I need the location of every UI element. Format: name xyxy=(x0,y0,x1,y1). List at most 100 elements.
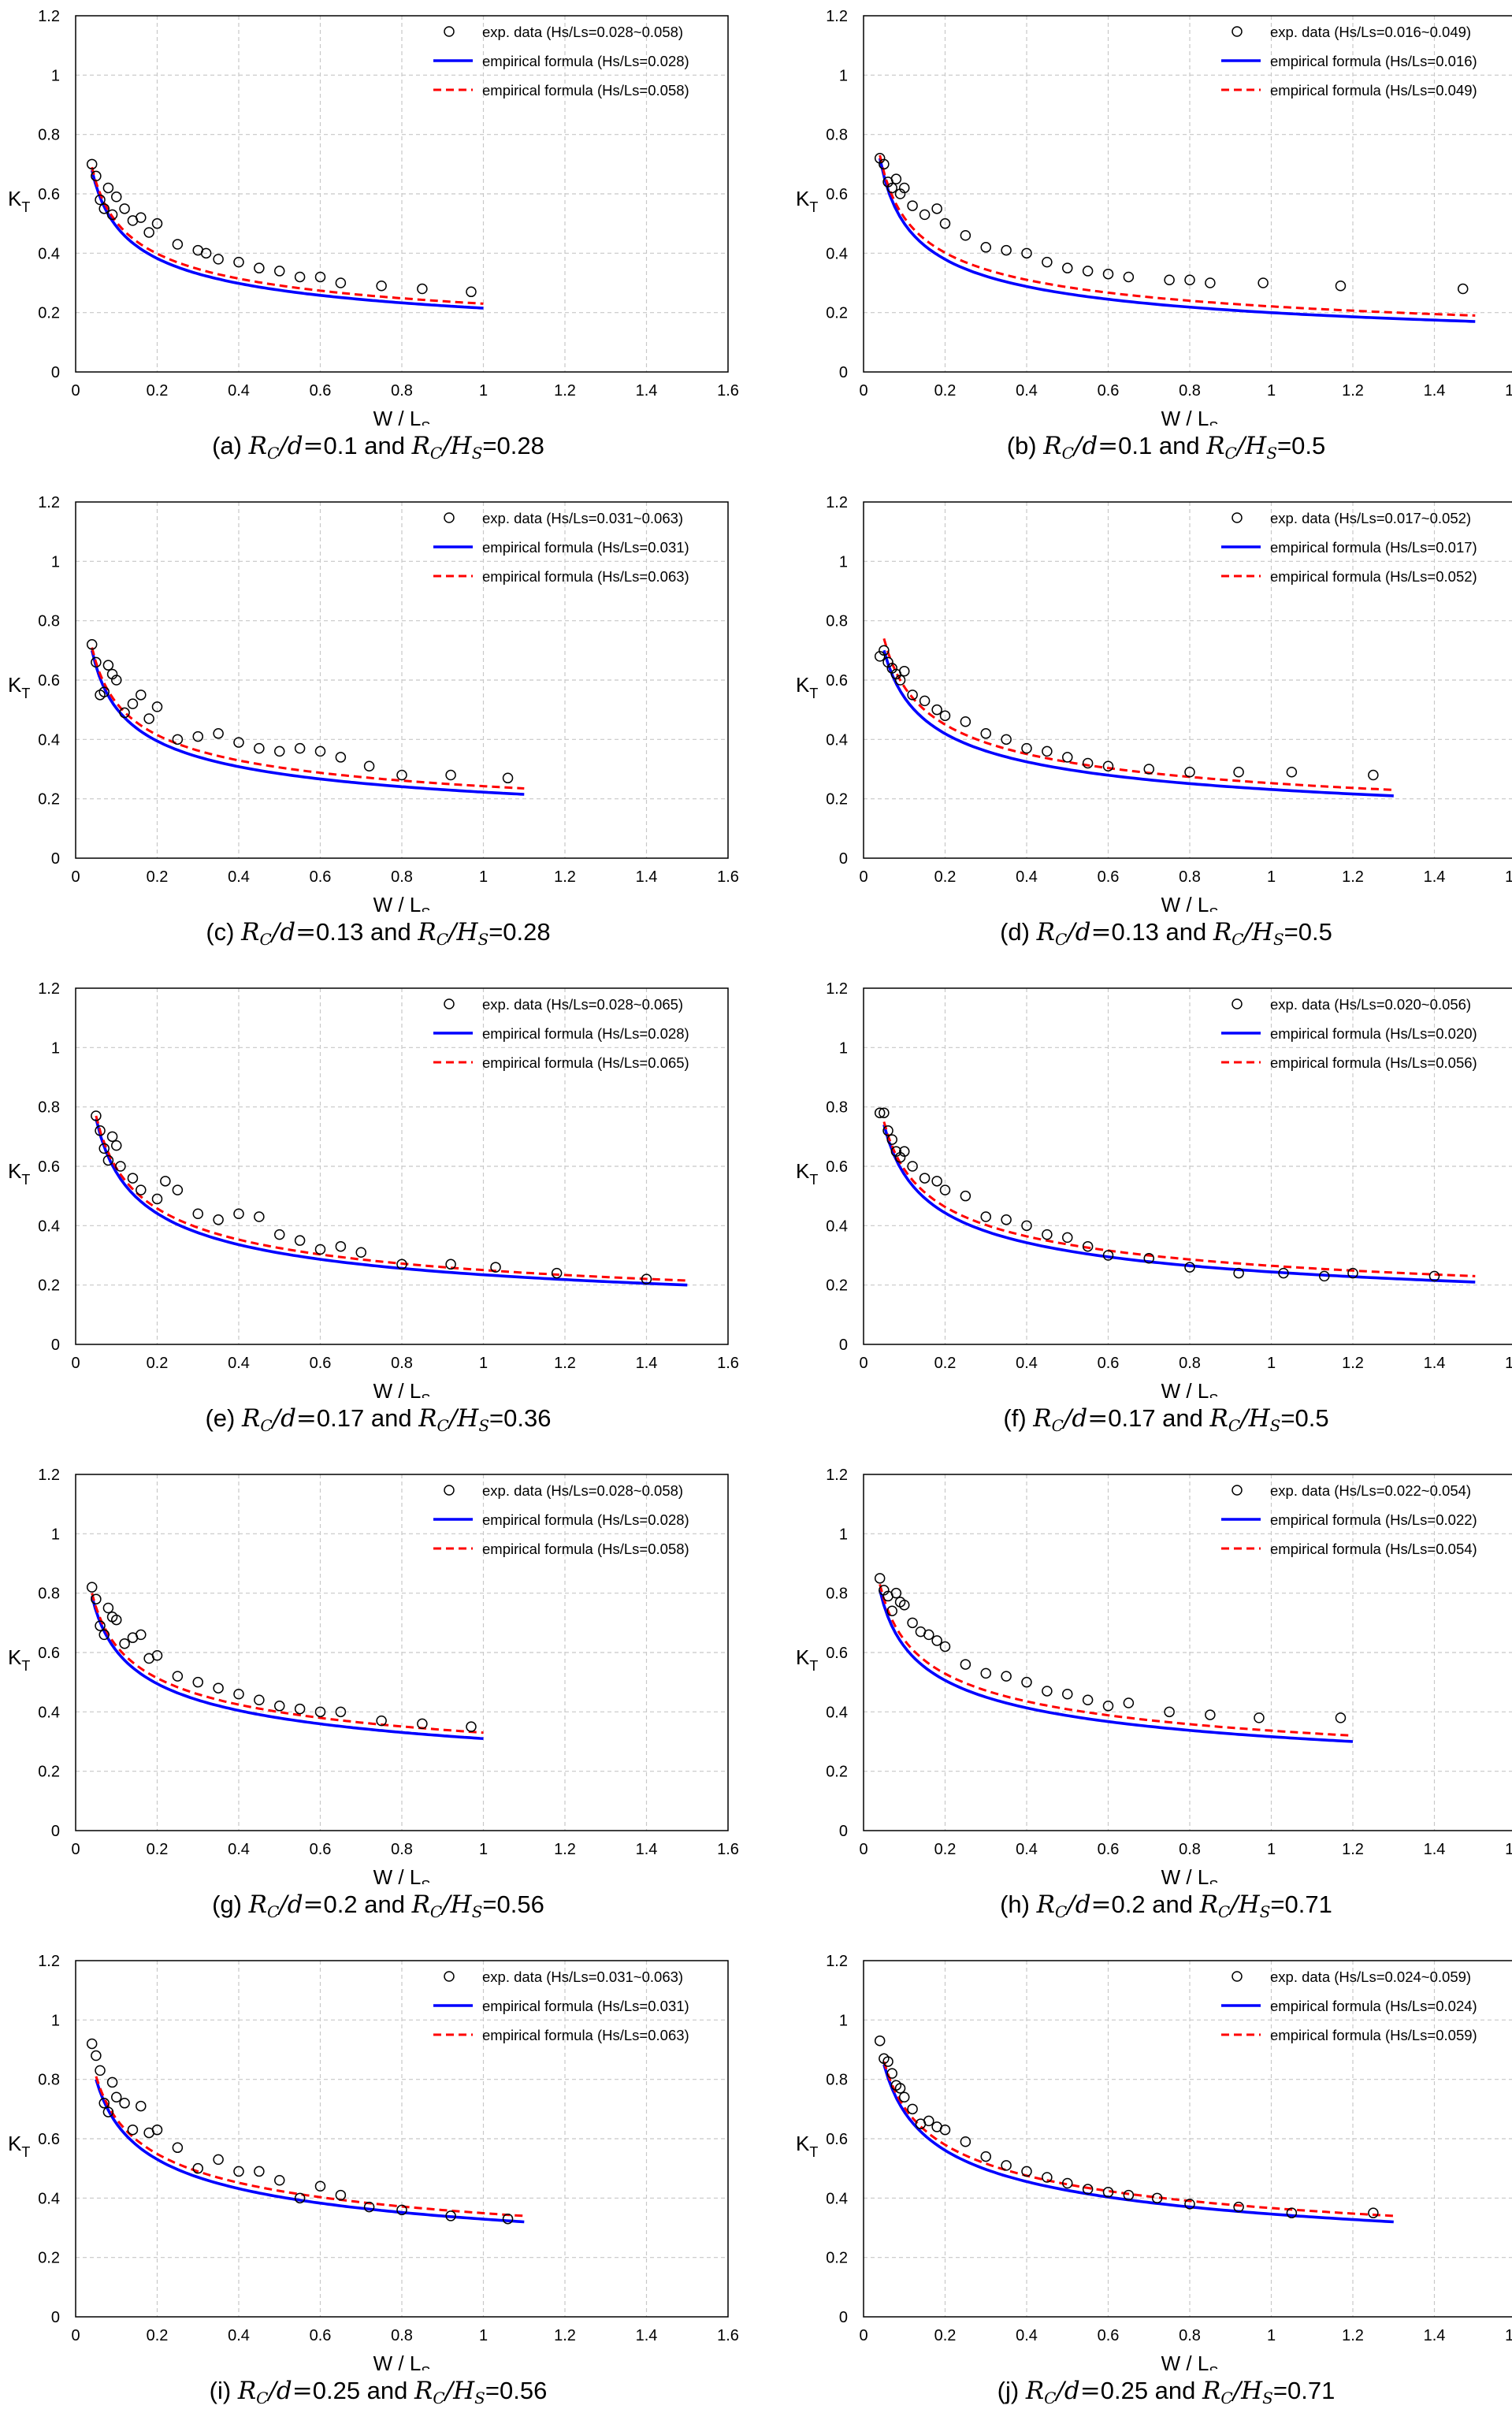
data-point xyxy=(939,217,951,229)
legend-marker xyxy=(1232,512,1243,523)
legend-marker xyxy=(444,26,455,37)
data-point xyxy=(86,1582,98,1593)
data-point xyxy=(490,1262,501,1273)
legend-label: empirical formula (Hs/Ls=0.016) xyxy=(1270,53,1477,69)
legend-label: exp. data (Hs/Ls=0.031~0.063) xyxy=(482,510,683,526)
x-tick-label: 0 xyxy=(859,382,867,400)
panel-caption: (i) RC/d=0.25 and RC/HS=0.56 xyxy=(209,2377,548,2407)
y-tick-label: 0 xyxy=(839,850,848,868)
y-axis-label: KT xyxy=(796,2132,818,2160)
data-point xyxy=(1021,1676,1032,1688)
y-tick-label: 1.2 xyxy=(38,1467,60,1484)
series-line xyxy=(882,1124,1476,1284)
data-point xyxy=(980,1667,991,1679)
data-point xyxy=(172,1184,184,1195)
x-tick-label: 0 xyxy=(71,382,80,400)
legend-label: empirical formula (Hs/Ls=0.056) xyxy=(1270,1054,1477,1071)
legend-label: exp. data (Hs/Ls=0.017~0.052) xyxy=(1270,510,1471,526)
x-axis-label: W / LS xyxy=(373,893,431,912)
data-point xyxy=(233,1208,244,1220)
x-tick-label: 0 xyxy=(859,1355,867,1372)
y-tick-label: 1.2 xyxy=(826,1953,848,1970)
x-tick-label: 1.2 xyxy=(1342,382,1364,400)
data-point xyxy=(98,1143,110,1154)
data-point xyxy=(91,1593,102,1604)
legend-label: empirical formula (Hs/Ls=0.028) xyxy=(482,1025,689,1042)
chart-panel-j: 0 0.2 0.4 0.6 0.8 1 1.2 1.4 1.6 0 0.2 0.4 0.6 0.8 1 1.2… xyxy=(788,1945,1512,2424)
x-tick-label: 1.6 xyxy=(717,868,739,886)
data-point xyxy=(1347,1267,1358,1279)
series-line xyxy=(882,2064,1394,2224)
data-point xyxy=(894,675,906,686)
legend-label: empirical formula (Hs/Ls=0.063) xyxy=(482,2027,689,2043)
data-point xyxy=(335,2189,347,2201)
y-tick-label: 0.8 xyxy=(826,127,848,144)
y-tick-label: 0.4 xyxy=(38,731,60,749)
data-point xyxy=(98,686,110,697)
x-tick-label: 0.4 xyxy=(1016,1841,1038,1858)
data-point xyxy=(106,2076,118,2088)
series-line xyxy=(879,154,1476,317)
data-point xyxy=(466,1721,477,1732)
x-tick-label: 0 xyxy=(71,868,80,886)
legend-label: empirical formula (Hs/Ls=0.020) xyxy=(1270,1025,1477,1042)
chart-svg: 0 0.2 0.4 0.6 0.8 1 1.2 1.4 1.6 0 0.2 0.4 0.6 0.8 1 1.2… xyxy=(8,980,739,1398)
data-point xyxy=(1042,745,1053,757)
legend-label: empirical formula (Hs/Ls=0.031) xyxy=(482,1998,689,2014)
chart-panel-c: 0 0.2 0.4 0.6 0.8 1 1.2 1.4 1.6 0 0.2 0.4 0.6 0.8 1 1.2… xyxy=(0,486,756,965)
data-point xyxy=(136,212,147,223)
x-tick-label: 1.4 xyxy=(1424,2327,1446,2344)
x-tick-label: 0.2 xyxy=(147,382,169,400)
data-point xyxy=(274,2174,285,2186)
data-point xyxy=(376,1715,387,1727)
x-tick-label: 0 xyxy=(859,2327,867,2344)
panel-caption: (c) RC/d=0.13 and RC/HS=0.28 xyxy=(206,918,551,949)
x-tick-label: 0.4 xyxy=(1016,1355,1038,1372)
data-point xyxy=(363,760,375,771)
data-point xyxy=(86,639,98,650)
x-tick-label: 0.4 xyxy=(228,2327,250,2344)
x-tick-label: 1 xyxy=(479,868,488,886)
data-point xyxy=(1021,742,1032,754)
x-tick-label: 1.4 xyxy=(636,382,658,400)
x-tick-label: 0.6 xyxy=(310,382,332,400)
legend-marker xyxy=(1232,26,1243,37)
x-tick-label: 0.8 xyxy=(1179,868,1201,886)
legend-label: exp. data (Hs/Ls=0.022~0.054) xyxy=(1270,1482,1471,1499)
data-point xyxy=(1082,1694,1094,1706)
x-tick-label: 0.2 xyxy=(147,1841,169,1858)
data-point xyxy=(1062,2177,1073,2189)
x-tick-label: 1 xyxy=(479,1841,488,1858)
data-point xyxy=(1368,2207,1379,2218)
y-tick-label: 1 xyxy=(51,67,60,84)
data-point xyxy=(314,745,326,757)
x-axis-label: W / LS xyxy=(373,1865,431,1884)
data-point xyxy=(314,1244,326,1255)
data-point xyxy=(899,182,910,194)
data-point xyxy=(1428,1270,1440,1282)
x-tick-label: 0.6 xyxy=(310,868,332,886)
x-tick-label: 0.8 xyxy=(391,1355,413,1372)
y-tick-label: 1.2 xyxy=(38,494,60,511)
x-tick-label: 1 xyxy=(1267,1841,1276,1858)
data-point xyxy=(1233,1267,1244,1279)
x-tick-label: 1.6 xyxy=(1505,2327,1512,2344)
data-point xyxy=(102,1602,114,1614)
y-tick-label: 0 xyxy=(51,1337,60,1354)
data-point xyxy=(172,734,184,745)
data-point xyxy=(102,1154,114,1166)
data-point xyxy=(294,742,306,754)
x-tick-label: 0.8 xyxy=(1179,1841,1201,1858)
y-tick-label: 1 xyxy=(839,1039,848,1057)
data-point xyxy=(931,1176,942,1187)
data-point xyxy=(931,203,942,214)
series-line xyxy=(878,158,1476,323)
x-tick-label: 0.6 xyxy=(310,1841,332,1858)
data-point xyxy=(254,262,265,273)
data-point xyxy=(376,281,387,292)
data-point xyxy=(136,690,147,701)
y-axis-label: KT xyxy=(796,1645,818,1674)
x-tick-label: 0.4 xyxy=(228,868,250,886)
y-tick-label: 0.2 xyxy=(38,791,60,809)
data-point xyxy=(874,1107,886,1118)
